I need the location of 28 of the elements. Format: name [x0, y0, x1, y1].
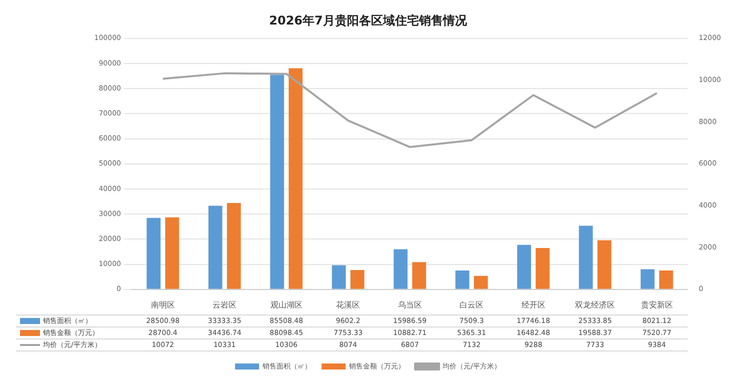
x-tick-label: 乌当区 — [398, 300, 422, 310]
x-tick-label: 贵安新区 — [640, 300, 673, 310]
x-tick-label: 花溪区 — [336, 300, 360, 310]
x-tick-label: 双龙经济区 — [575, 300, 616, 310]
bar — [597, 240, 612, 289]
chart-title: 2026年7月贵阳各区域住宅销售情况 — [269, 13, 468, 28]
bar — [394, 249, 408, 289]
x-tick-label: 云岩区 — [212, 300, 237, 310]
x-tick-label: 经开区 — [521, 300, 546, 310]
bar — [146, 218, 161, 289]
bar — [332, 265, 346, 289]
bar — [536, 248, 550, 289]
bar — [270, 74, 284, 289]
x-tick-label: 南明区 — [150, 300, 175, 310]
bar — [659, 270, 674, 289]
bar — [578, 226, 593, 289]
x-tick-label: 观山湖区 — [270, 300, 302, 310]
x-tick-label: 白云区 — [460, 300, 484, 310]
bar — [455, 270, 470, 289]
bar — [350, 270, 364, 289]
bar — [517, 244, 532, 289]
bar — [640, 269, 655, 289]
bar — [288, 68, 303, 289]
bar — [412, 262, 426, 289]
bar — [474, 276, 488, 289]
bar — [165, 217, 180, 289]
bar — [226, 202, 241, 289]
bar — [208, 206, 222, 289]
